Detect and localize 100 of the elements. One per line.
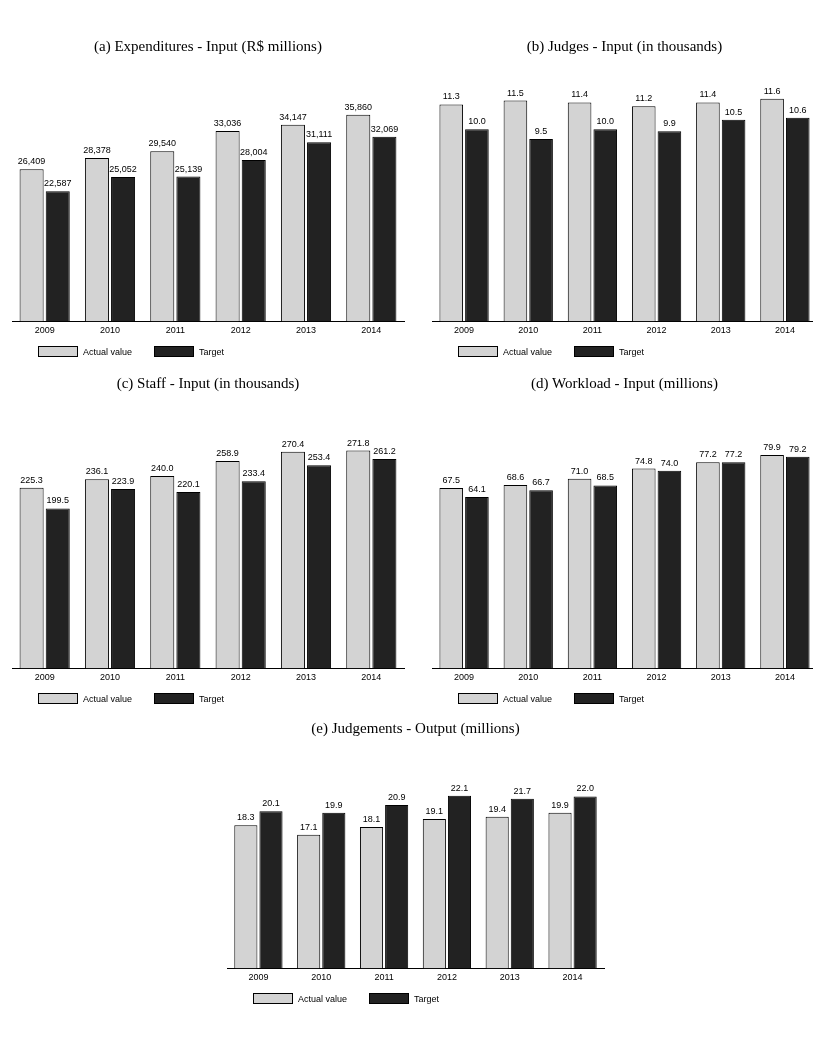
data-label: 71.0 xyxy=(570,465,589,476)
x-tick-label: 2010 xyxy=(99,325,121,336)
data-label: 22,587 xyxy=(43,178,72,189)
x-tick-label: 2014 xyxy=(562,972,583,983)
data-label: 233.4 xyxy=(242,468,265,479)
data-label: 19.9 xyxy=(325,799,343,810)
chart-title: (e) Judgements - Output (millions) xyxy=(310,720,521,737)
x-tick-label: 2014 xyxy=(774,325,795,336)
data-label: 10.0 xyxy=(468,116,486,127)
data-label: 66.7 xyxy=(532,477,550,488)
data-label: 11.5 xyxy=(506,87,524,98)
x-tick-label: 2013 xyxy=(499,972,520,983)
data-label: 9.9 xyxy=(663,118,676,129)
data-label: 20.1 xyxy=(262,798,280,809)
data-label: 270.4 xyxy=(281,438,305,449)
x-tick-label: 2010 xyxy=(99,672,121,683)
data-label: 25,052 xyxy=(109,164,137,175)
data-label: 9.5 xyxy=(534,125,548,136)
data-label: 19.4 xyxy=(488,803,506,814)
chart-title: (d) Workload - Input (millions) xyxy=(530,375,719,392)
x-tick-label: 2012 xyxy=(646,672,667,683)
legend-label: Target xyxy=(199,346,225,357)
data-label: 10.6 xyxy=(788,104,807,115)
x-tick-label: 2011 xyxy=(582,672,603,683)
data-label: 11.4 xyxy=(699,89,717,100)
data-label: 33,036 xyxy=(213,118,242,129)
data-label: 261.2 xyxy=(373,446,396,457)
x-tick-label: 2012 xyxy=(230,672,251,683)
data-label: 10.5 xyxy=(724,106,743,117)
data-label: 32,069 xyxy=(370,123,399,134)
data-label: 74.8 xyxy=(634,455,653,466)
data-label: 199.5 xyxy=(46,495,69,506)
x-tick-label: 2014 xyxy=(774,672,795,683)
legend-label: Target xyxy=(199,693,225,704)
chart-title: (b) Judges - Input (in thousands) xyxy=(525,38,724,55)
data-label: 225.3 xyxy=(20,474,43,485)
legend-label: Target xyxy=(619,346,645,357)
x-tick-label: 2011 xyxy=(374,972,394,983)
legend-label: Actual value xyxy=(83,346,133,357)
legend-label: Actual value xyxy=(83,693,133,704)
x-tick-label: 2009 xyxy=(454,325,475,336)
x-tick-label: 2012 xyxy=(646,325,667,336)
data-label: 77.2 xyxy=(724,449,743,460)
data-label: 64.1 xyxy=(468,484,486,495)
data-label: 11.3 xyxy=(442,91,460,102)
data-label: 79.2 xyxy=(788,443,807,454)
data-label: 22.0 xyxy=(576,783,594,794)
data-label: 34,147 xyxy=(279,111,307,122)
data-label: 77.2 xyxy=(699,449,717,460)
data-label: 11.4 xyxy=(571,89,589,100)
data-label: 10.0 xyxy=(596,116,615,127)
x-tick-label: 2014 xyxy=(361,325,382,336)
legend-label: Target xyxy=(619,693,645,704)
x-tick-label: 2009 xyxy=(34,672,55,683)
data-label: 68.5 xyxy=(596,472,615,483)
x-tick-label: 2010 xyxy=(518,672,539,683)
data-label: 11.6 xyxy=(763,85,781,96)
data-label: 19.1 xyxy=(425,806,444,817)
x-tick-label: 2010 xyxy=(518,325,539,336)
data-label: 236.1 xyxy=(85,466,109,477)
data-label: 19.9 xyxy=(551,799,569,810)
data-label: 28,004 xyxy=(239,147,268,158)
x-tick-label: 2010 xyxy=(311,972,332,983)
x-tick-label: 2011 xyxy=(165,672,186,683)
data-label: 22.1 xyxy=(450,782,469,793)
x-tick-label: 2014 xyxy=(361,672,382,683)
data-label: 223.9 xyxy=(111,475,135,486)
x-tick-label: 2012 xyxy=(436,972,457,983)
data-label: 68.6 xyxy=(506,472,525,483)
legend-label: Actual value xyxy=(298,993,348,1004)
data-label: 74.0 xyxy=(660,457,679,468)
x-tick-label: 2013 xyxy=(295,325,317,336)
chart-title: (c) Staff - Input (in thousands) xyxy=(115,375,301,392)
data-label: 28,378 xyxy=(83,144,111,155)
data-label: 18.1 xyxy=(362,813,381,824)
data-label: 35,860 xyxy=(344,101,373,112)
x-tick-label: 2011 xyxy=(165,325,186,336)
x-tick-label: 2013 xyxy=(710,325,731,336)
text: Actual value xyxy=(503,346,553,357)
data-label: 258.9 xyxy=(216,447,239,458)
data-label: 21.7 xyxy=(513,785,532,796)
data-label: 220.1 xyxy=(177,478,200,489)
x-tick-label: 2009 xyxy=(248,972,269,983)
data-label: 29,540 xyxy=(148,138,177,149)
data-label: 67.5 xyxy=(442,475,461,486)
data-label: 11.2 xyxy=(635,93,653,104)
legend-label: Actual value xyxy=(503,693,553,704)
data-label: 20.9 xyxy=(387,792,406,802)
data-label: 26,409 xyxy=(17,156,46,167)
data-label: 79.9 xyxy=(763,441,781,452)
chart-title: (a) Expenditures - Input (R$ millions) xyxy=(93,38,323,55)
data-label: 25,139 xyxy=(174,163,203,174)
data-label: 31,111 xyxy=(305,129,333,140)
x-tick-label: 2013 xyxy=(710,672,731,683)
x-tick-label: 2012 xyxy=(230,325,251,336)
data-label: 240.0 xyxy=(151,463,174,474)
data-label: 253.4 xyxy=(307,452,331,463)
x-tick-label: 2013 xyxy=(295,672,317,683)
legend-label: Target xyxy=(414,993,440,1004)
x-tick-label: 2009 xyxy=(34,325,55,336)
